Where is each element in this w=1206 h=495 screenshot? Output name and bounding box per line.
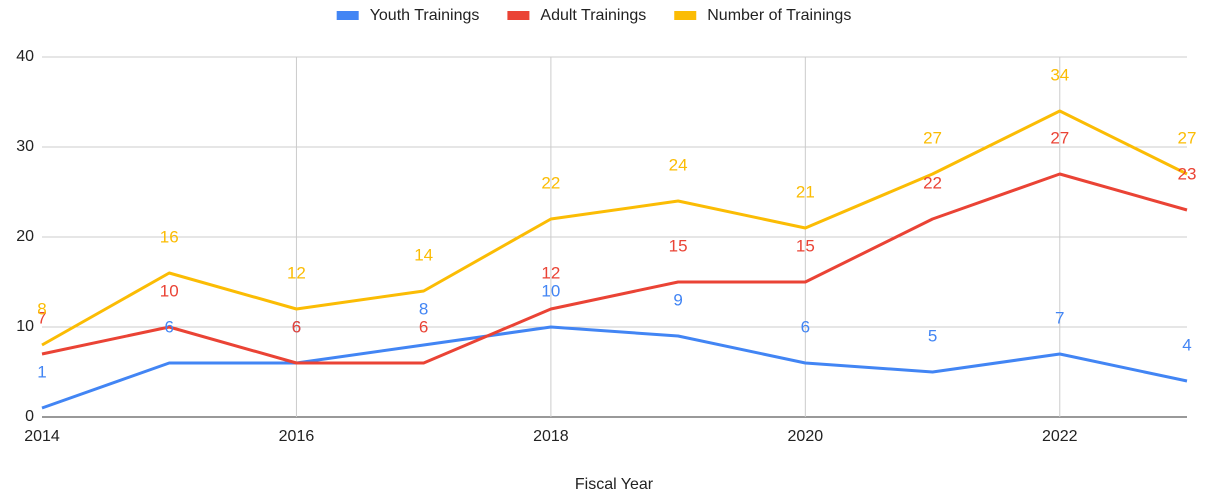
data-label: 6 <box>164 317 173 336</box>
data-label: 21 <box>796 182 815 201</box>
data-label: 22 <box>541 173 560 192</box>
x-axis-label: Fiscal Year <box>575 476 654 493</box>
x-tick-label: 2014 <box>24 428 60 445</box>
data-label: 5 <box>928 326 937 345</box>
data-label: 10 <box>541 281 560 300</box>
x-tick-label: 2016 <box>279 428 315 445</box>
data-label: 12 <box>541 263 560 282</box>
data-label: 15 <box>669 236 688 255</box>
data-label: 9 <box>673 290 682 309</box>
y-tick-label: 40 <box>16 48 34 65</box>
y-tick-label: 30 <box>16 138 34 155</box>
legend-label: Adult Trainings <box>540 7 646 24</box>
legend-label: Youth Trainings <box>370 7 480 24</box>
legend-swatch <box>674 11 697 20</box>
legend-swatch <box>336 11 359 20</box>
x-tick-label: 2020 <box>788 428 824 445</box>
series-line <box>41 109 1188 347</box>
data-label: 7 <box>37 308 46 327</box>
y-tick-label: 10 <box>16 318 34 335</box>
x-tick-label: 2022 <box>1042 428 1078 445</box>
data-label: 16 <box>160 227 179 246</box>
data-label: 8 <box>419 299 428 318</box>
data-label: 14 <box>414 245 433 264</box>
y-tick-label: 0 <box>25 408 34 425</box>
data-label: 6 <box>419 317 428 336</box>
data-label: 23 <box>1178 164 1197 183</box>
data-label: 27 <box>1050 128 1069 147</box>
data-label: 12 <box>287 263 306 282</box>
legend-swatch <box>507 11 530 20</box>
data-label: 27 <box>1178 128 1197 147</box>
y-tick-label: 20 <box>16 228 34 245</box>
data-label: 6 <box>801 317 810 336</box>
x-tick-label: 2018 <box>533 428 569 445</box>
data-label: 15 <box>796 236 815 255</box>
data-label: 8 <box>37 299 46 318</box>
data-label: 6 <box>292 317 301 336</box>
data-label: 10 <box>160 281 179 300</box>
legend-label: Number of Trainings <box>707 7 851 24</box>
data-label: 24 <box>669 155 688 174</box>
data-label: 22 <box>923 173 942 192</box>
data-label: 1 <box>37 362 46 381</box>
data-label: 4 <box>1182 335 1191 354</box>
legend: Youth Trainings Adult Trainings Number of … <box>336 7 851 24</box>
data-label: 27 <box>923 128 942 147</box>
series-line <box>41 172 1188 365</box>
data-label: 6 <box>292 317 301 336</box>
series-line <box>41 325 1188 410</box>
data-label: 34 <box>1050 65 1069 84</box>
data-label: 7 <box>1055 308 1064 327</box>
